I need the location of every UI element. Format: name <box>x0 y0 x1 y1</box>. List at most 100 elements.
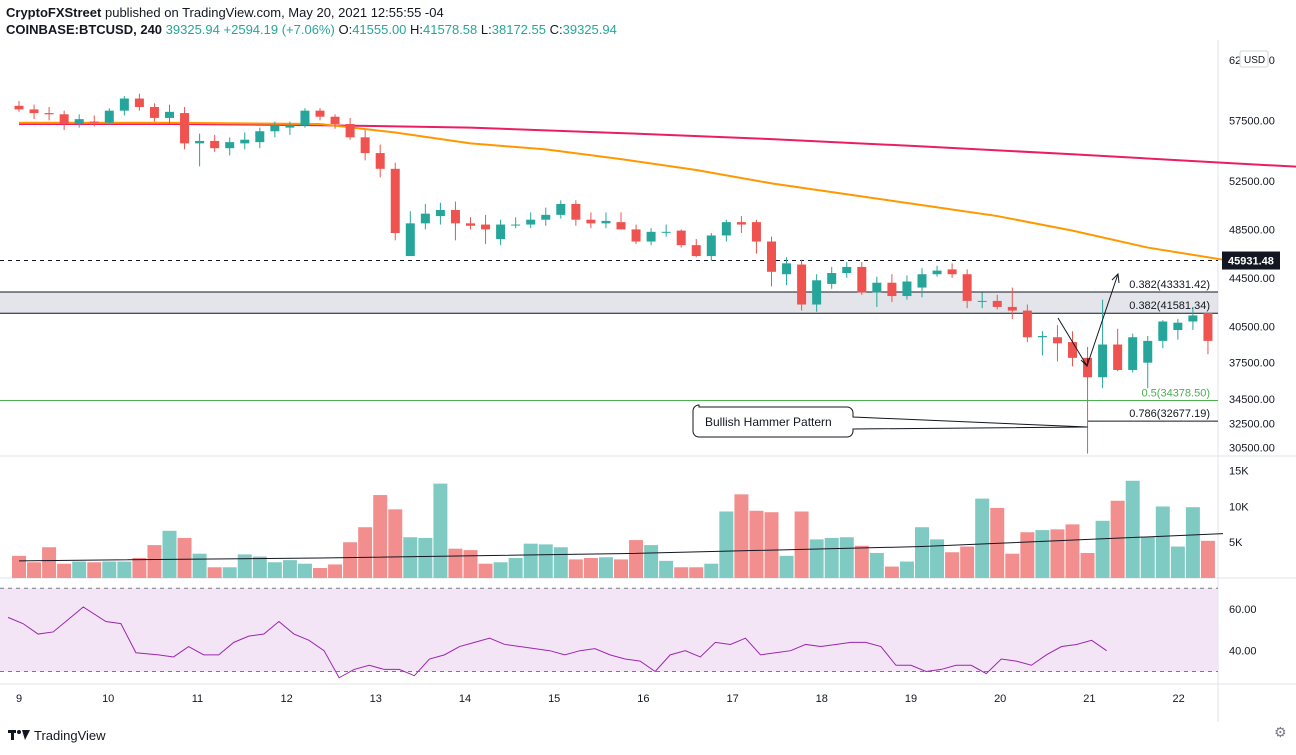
volume-tick-label: 15K <box>1229 466 1249 478</box>
volume-bar <box>87 562 102 578</box>
price-tick-label: 32500.00 <box>1229 418 1275 430</box>
last-price: 39325.94 <box>165 22 220 37</box>
candle <box>992 300 1002 307</box>
volume-bar <box>418 537 433 578</box>
candle <box>435 210 445 217</box>
candle <box>195 140 205 144</box>
volume-bar <box>1080 552 1095 578</box>
candle <box>59 114 69 124</box>
volume-bar <box>1185 507 1200 578</box>
volume-bar <box>177 537 192 578</box>
volume-bar <box>1035 530 1050 578</box>
publisher-line: CryptoFXStreet published on TradingView.… <box>6 5 444 20</box>
high-value: 41578.58 <box>423 22 478 37</box>
time-tick-label: 16 <box>637 693 649 705</box>
arrow-head-up-icon <box>1111 272 1120 284</box>
rsi-tick-label: 60.00 <box>1229 604 1257 616</box>
volume-bar <box>659 560 674 578</box>
price-tick-label: 30500.00 <box>1229 443 1275 455</box>
candle <box>1158 321 1168 341</box>
volume-bar <box>1095 520 1110 578</box>
time-tick-label: 22 <box>1172 693 1184 705</box>
candle <box>812 280 822 305</box>
candle <box>827 273 837 284</box>
volume-bar <box>102 561 117 578</box>
candle <box>571 203 581 220</box>
volume-bar <box>583 557 598 578</box>
volume-bar <box>1050 529 1065 578</box>
candle <box>450 210 460 224</box>
candle <box>887 282 897 297</box>
close-value: 39325.94 <box>562 22 617 37</box>
volume-bar <box>282 560 297 578</box>
candle <box>345 123 355 138</box>
candle <box>104 110 114 123</box>
price-tag <box>1222 251 1280 270</box>
price-tick-label: 34500.00 <box>1229 394 1275 406</box>
candle <box>1203 313 1213 341</box>
symbol-label[interactable]: COINBASE:BTCUSD, 240 <box>6 22 163 37</box>
volume-bar <box>809 539 824 578</box>
chart-header: CryptoFXStreet published on TradingView.… <box>0 0 1296 40</box>
candle <box>225 142 235 149</box>
candle <box>962 274 972 301</box>
volume-bar <box>1005 553 1020 578</box>
close-label: C: <box>549 22 563 37</box>
price-chart[interactable]: 0.382(43331.42) 0.382(41581.34) 0.5(34378.… <box>0 40 1296 722</box>
sma-200-line <box>19 122 1296 168</box>
price-tick-label: 37500.00 <box>1229 358 1275 370</box>
price-tick-label: 40500.00 <box>1229 321 1275 333</box>
volume-bar <box>403 537 418 578</box>
volume-bar <box>373 495 388 578</box>
candle <box>797 264 807 305</box>
candle <box>149 107 159 118</box>
volume-bar <box>313 567 327 578</box>
candle <box>1083 357 1093 378</box>
candle <box>29 109 39 114</box>
candle <box>360 137 370 154</box>
annotation-callout <box>692 404 1088 438</box>
volume-bar <box>162 530 177 578</box>
time-tick-label: 10 <box>102 693 114 705</box>
volume-bar <box>1140 536 1155 578</box>
candle <box>496 224 506 240</box>
sma-100-line <box>19 121 1224 261</box>
candle <box>1007 306 1017 311</box>
candle <box>240 139 250 144</box>
candle <box>375 153 385 169</box>
volume-bar <box>358 527 373 578</box>
candle <box>89 121 99 123</box>
candle <box>330 116 340 124</box>
volume-bar <box>960 546 975 578</box>
candle <box>14 105 24 110</box>
candle <box>601 220 611 224</box>
volume-bar <box>764 512 779 578</box>
candle <box>1068 342 1077 358</box>
currency-label: USD <box>1244 55 1265 66</box>
volume-bar <box>1170 546 1185 578</box>
brand-name[interactable]: TradingView <box>34 728 106 743</box>
author-name[interactable]: CryptoFXStreet <box>6 5 102 20</box>
low-value: 38172.55 <box>491 22 546 37</box>
gear-icon[interactable]: ⚙ <box>1274 724 1287 740</box>
volume-bar <box>689 567 704 578</box>
candle <box>736 222 746 225</box>
volume-bar <box>749 510 764 578</box>
volume-tick-label: 10K <box>1229 501 1249 513</box>
volume-bar <box>945 552 960 578</box>
volume-bar <box>117 561 132 578</box>
candle <box>706 235 716 257</box>
volume-bar <box>388 509 403 578</box>
price-tick-label: 48500.00 <box>1229 224 1275 236</box>
candle <box>872 282 882 293</box>
candle <box>481 224 491 230</box>
fib-label-0382-lower: 0.382(41581.34) <box>1129 300 1210 312</box>
candle <box>511 224 521 226</box>
candle <box>947 269 957 275</box>
candle <box>1188 315 1198 322</box>
published-text: published on TradingView.com, May 20, 20… <box>104 5 444 20</box>
volume-bar <box>328 564 343 578</box>
currency-badge <box>1239 50 1269 68</box>
fib-label-05: 0.5(34378.50) <box>1142 388 1211 400</box>
footer: TradingView ⚙ <box>0 722 1296 755</box>
